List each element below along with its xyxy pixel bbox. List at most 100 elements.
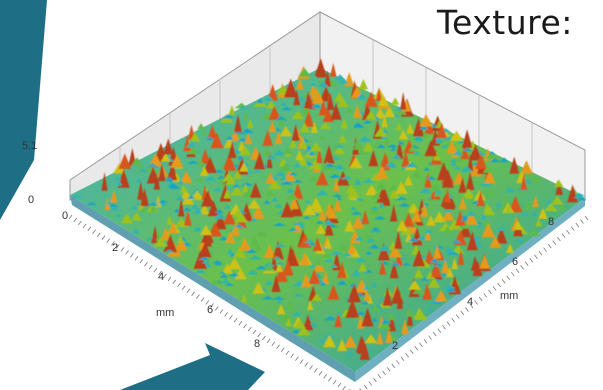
texture-peak	[324, 219, 334, 236]
texture-peak	[264, 95, 274, 101]
texture-peak	[253, 243, 264, 251]
texture-peak	[239, 105, 249, 110]
texture-peak	[304, 148, 315, 153]
texture-peak	[485, 152, 495, 160]
axis-tick	[233, 318, 238, 323]
texture-peak	[529, 175, 542, 182]
texture-peak	[286, 187, 295, 193]
texture-peak	[466, 231, 478, 251]
texture-peak	[330, 103, 342, 120]
texture-peak	[138, 167, 148, 173]
texture-peak	[297, 326, 311, 336]
texture-peak	[413, 268, 424, 278]
texture-peak	[320, 282, 327, 286]
axis-tick	[309, 365, 313, 370]
texture-peak	[433, 211, 446, 223]
texture-peak	[239, 238, 251, 251]
texture-peak	[479, 254, 491, 269]
texture-peak	[146, 202, 160, 206]
texture-peak	[551, 195, 564, 205]
texture-peak	[233, 169, 242, 179]
axis-tick	[238, 320, 243, 326]
axis-tick	[87, 226, 92, 232]
texture-peak	[355, 335, 368, 353]
texture-peak	[289, 138, 297, 148]
texture-peak	[230, 127, 240, 142]
axis-tick	[144, 261, 148, 267]
texture-peak	[483, 170, 496, 184]
texture-peak	[107, 207, 121, 211]
texture-peak	[213, 212, 227, 219]
texture-peak	[225, 227, 233, 233]
texture-peak	[520, 160, 533, 174]
texture-peak	[442, 284, 456, 289]
axis-tick	[377, 374, 382, 379]
texture-peak	[166, 215, 173, 225]
texture-peak	[146, 166, 160, 184]
texture-peak	[225, 135, 234, 140]
texture-peak	[527, 229, 541, 237]
texture-peak	[475, 224, 485, 228]
texture-peak	[513, 219, 523, 230]
texture-peak	[400, 227, 413, 235]
texture-peak	[515, 238, 524, 242]
texture-peak	[174, 195, 186, 201]
texture-peak	[401, 151, 411, 168]
texture-peak	[363, 289, 371, 301]
texture-peak	[403, 175, 413, 186]
texture-peak	[131, 212, 142, 221]
texture-peak	[280, 201, 294, 218]
texture-peak	[264, 244, 274, 258]
axis-tick	[323, 374, 328, 379]
texture-peak	[329, 62, 337, 77]
texture-peak	[336, 262, 347, 279]
texture-peak	[358, 262, 368, 272]
axis-tick	[163, 273, 167, 279]
axis-tick	[129, 253, 134, 258]
texture-peak	[344, 219, 355, 232]
texture-peak	[309, 81, 317, 87]
texture-peak	[364, 334, 378, 344]
texture-peak	[295, 149, 304, 160]
axis-tick	[492, 286, 497, 291]
texture-peak	[444, 206, 451, 213]
texture-peak	[476, 190, 485, 206]
axis-tick	[313, 368, 318, 373]
texture-peak	[429, 258, 440, 263]
axis-tick	[474, 300, 478, 305]
texture-peak	[179, 171, 193, 184]
axis-tick	[400, 356, 405, 362]
texture-peak	[374, 127, 388, 137]
texture-peak	[298, 68, 312, 77]
texture-peak	[420, 203, 429, 217]
axis-tick	[257, 332, 261, 338]
texture-peak	[543, 203, 558, 212]
texture-peak	[198, 256, 211, 260]
texture-peak	[276, 304, 286, 315]
axis-tick	[547, 243, 552, 249]
texture-peak	[412, 170, 421, 177]
texture-peak	[440, 257, 450, 263]
texture-peak	[280, 180, 294, 185]
texture-peak	[292, 163, 303, 167]
texture-peak	[441, 169, 454, 188]
texture-peak	[318, 99, 329, 116]
texture-peak	[318, 134, 328, 140]
texture-peak	[110, 189, 118, 203]
axis-tick	[134, 256, 139, 261]
axis-tick	[318, 371, 323, 376]
texture-peak	[150, 204, 157, 213]
texture-peak	[483, 188, 497, 196]
texture-peak	[361, 307, 374, 327]
surface-texture	[71, 58, 587, 360]
texture-peak	[245, 248, 258, 253]
texture-peak	[314, 257, 323, 267]
texture-peak	[419, 126, 429, 130]
texture-peak	[304, 111, 314, 125]
texture-peak	[266, 100, 277, 109]
axis-tick	[506, 275, 511, 281]
texture-peak	[346, 277, 355, 285]
texture-peak	[419, 114, 433, 127]
texture-peak	[349, 281, 357, 287]
